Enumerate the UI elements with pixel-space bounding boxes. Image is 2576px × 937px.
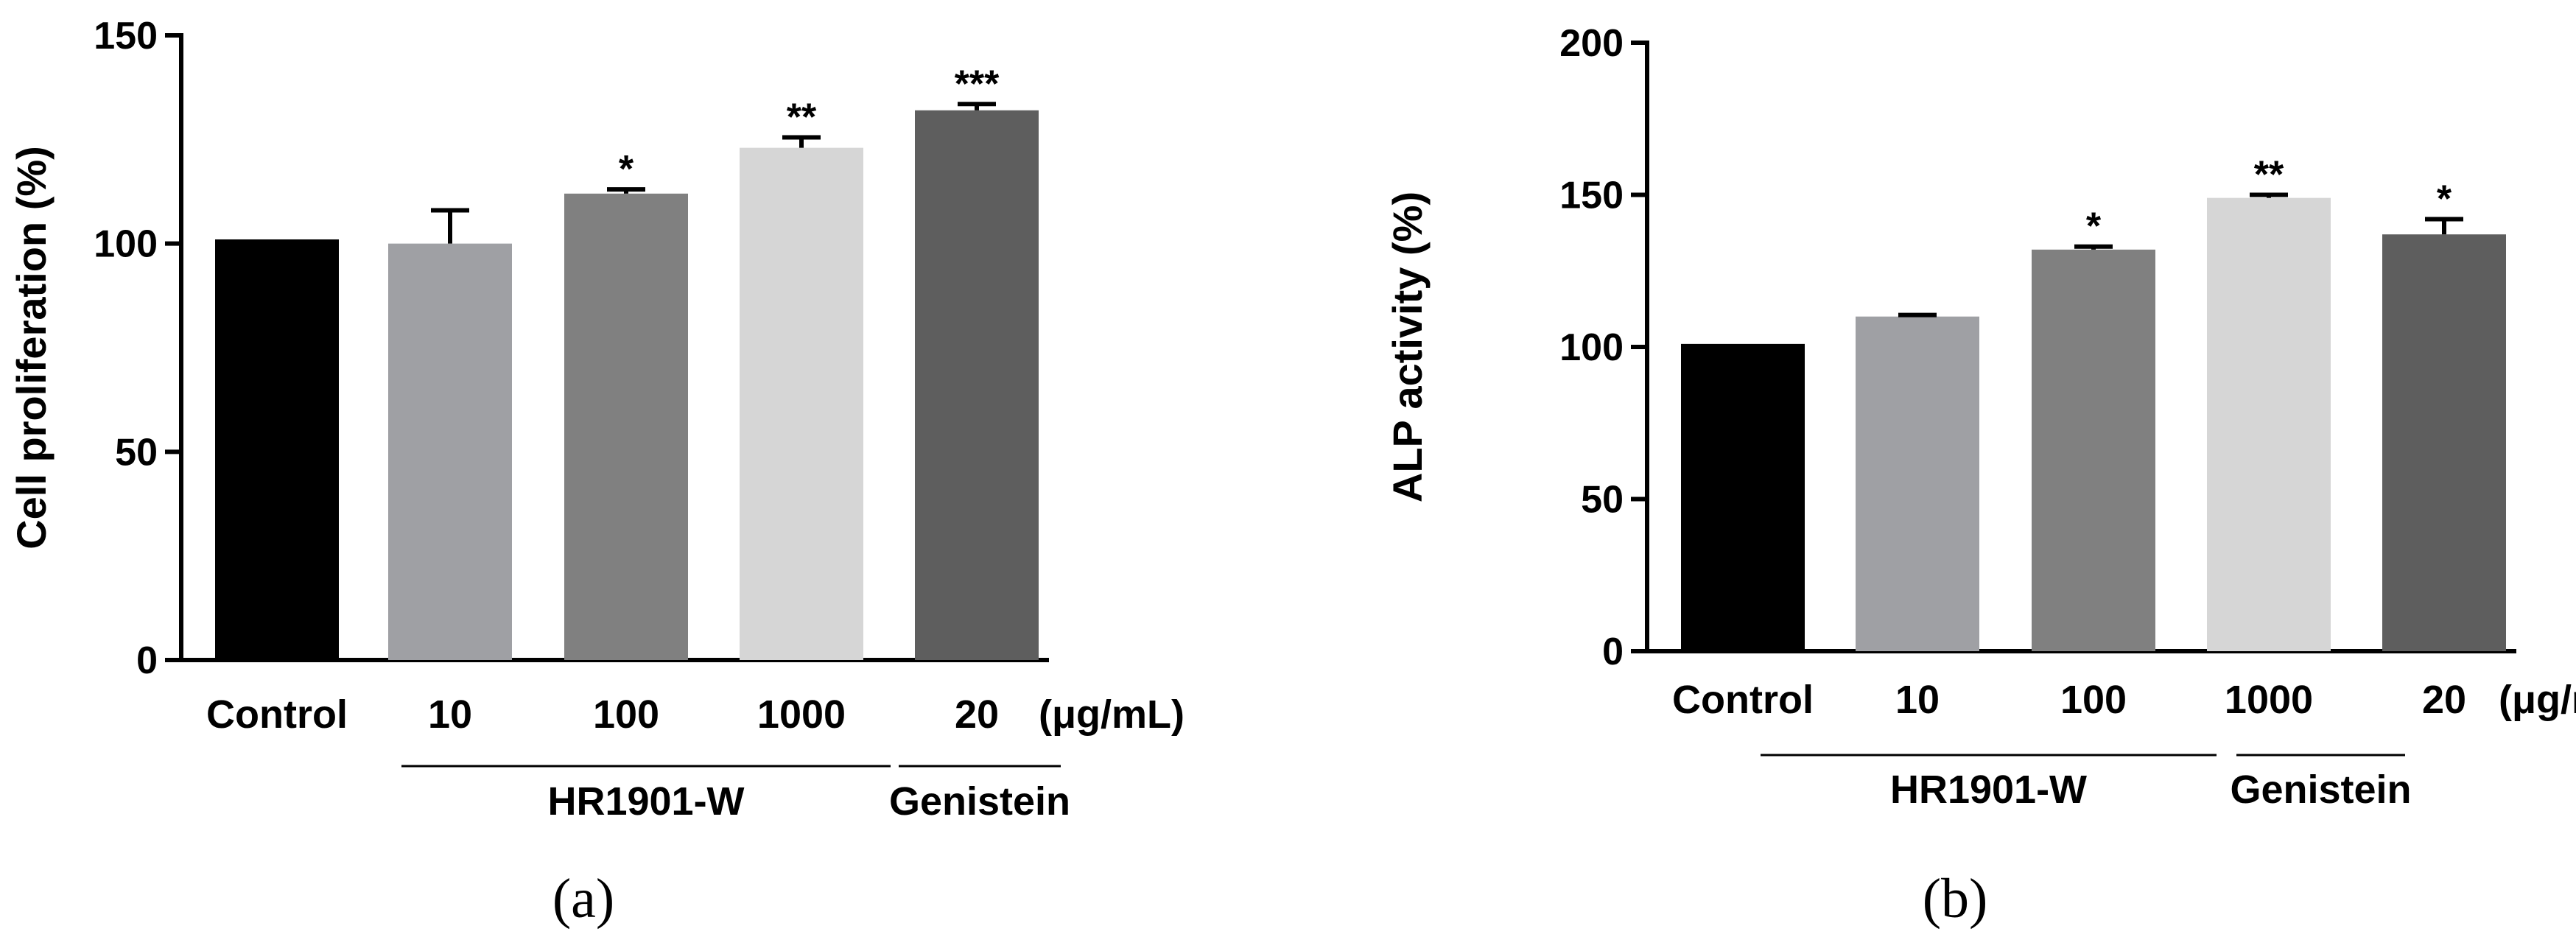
y-tick-label: 50 (1581, 479, 1624, 522)
significance-label: * (2086, 206, 2102, 248)
y-tick-label: 50 (115, 431, 158, 474)
group-label: Genistein (889, 779, 1070, 824)
bar (215, 239, 339, 661)
y-tick-label: 150 (94, 15, 158, 57)
bar (2207, 197, 2331, 651)
y-tick-label: 150 (1559, 175, 1624, 217)
bar (1681, 343, 1805, 651)
bar (388, 243, 512, 661)
x-tick-label: 100 (2060, 678, 2127, 722)
y-axis-title: ALP activity (%) (1384, 192, 1431, 502)
x-tick-label: 1000 (757, 692, 846, 737)
group-label: HR1901-W (547, 779, 744, 824)
x-tick-label: 10 (428, 692, 472, 737)
bar (2382, 234, 2506, 651)
x-tick-label: 20 (2422, 678, 2466, 722)
significance-label: *** (955, 63, 1000, 105)
y-tick-label: 0 (136, 639, 158, 682)
significance-label: ** (787, 96, 817, 139)
significance-label: ** (2254, 154, 2284, 197)
panel-b-chart: 0 50 100 150 200 ALP activity (%) Control 10 * 10… (1384, 22, 2576, 930)
x-tick-label: 1000 (2225, 678, 2313, 722)
bar (1856, 316, 1979, 651)
x-tick-label: 10 (1895, 678, 1940, 722)
x-tick-label: Control (1672, 678, 1814, 722)
group-label: Genistein (2230, 768, 2411, 812)
x-tick-label: 20 (955, 692, 999, 737)
unit-label: (μg/mL) (2499, 678, 2576, 722)
group-label: HR1901-W (1890, 768, 2087, 812)
y-tick-label: 200 (1559, 22, 1624, 65)
panel-label: (b) (1923, 868, 1988, 930)
unit-label: (μg/mL) (1039, 692, 1185, 737)
y-tick-label: 0 (1602, 631, 1624, 673)
significance-label: * (619, 148, 634, 191)
panel-a-chart: 0 50 100 150 Cell proliferation (%) Control 10… (8, 15, 1185, 930)
y-axis-title: Cell proliferation (%) (8, 146, 55, 550)
bar (915, 110, 1039, 660)
x-tick-label: Control (206, 692, 348, 737)
bar (2032, 249, 2155, 652)
y-tick-label: 100 (1559, 326, 1624, 369)
panel-label: (a) (552, 868, 614, 930)
y-tick-label: 100 (94, 223, 158, 266)
bar (564, 193, 688, 660)
bar (740, 147, 863, 660)
x-tick-label: 100 (593, 692, 659, 737)
significance-label: * (2437, 178, 2452, 221)
